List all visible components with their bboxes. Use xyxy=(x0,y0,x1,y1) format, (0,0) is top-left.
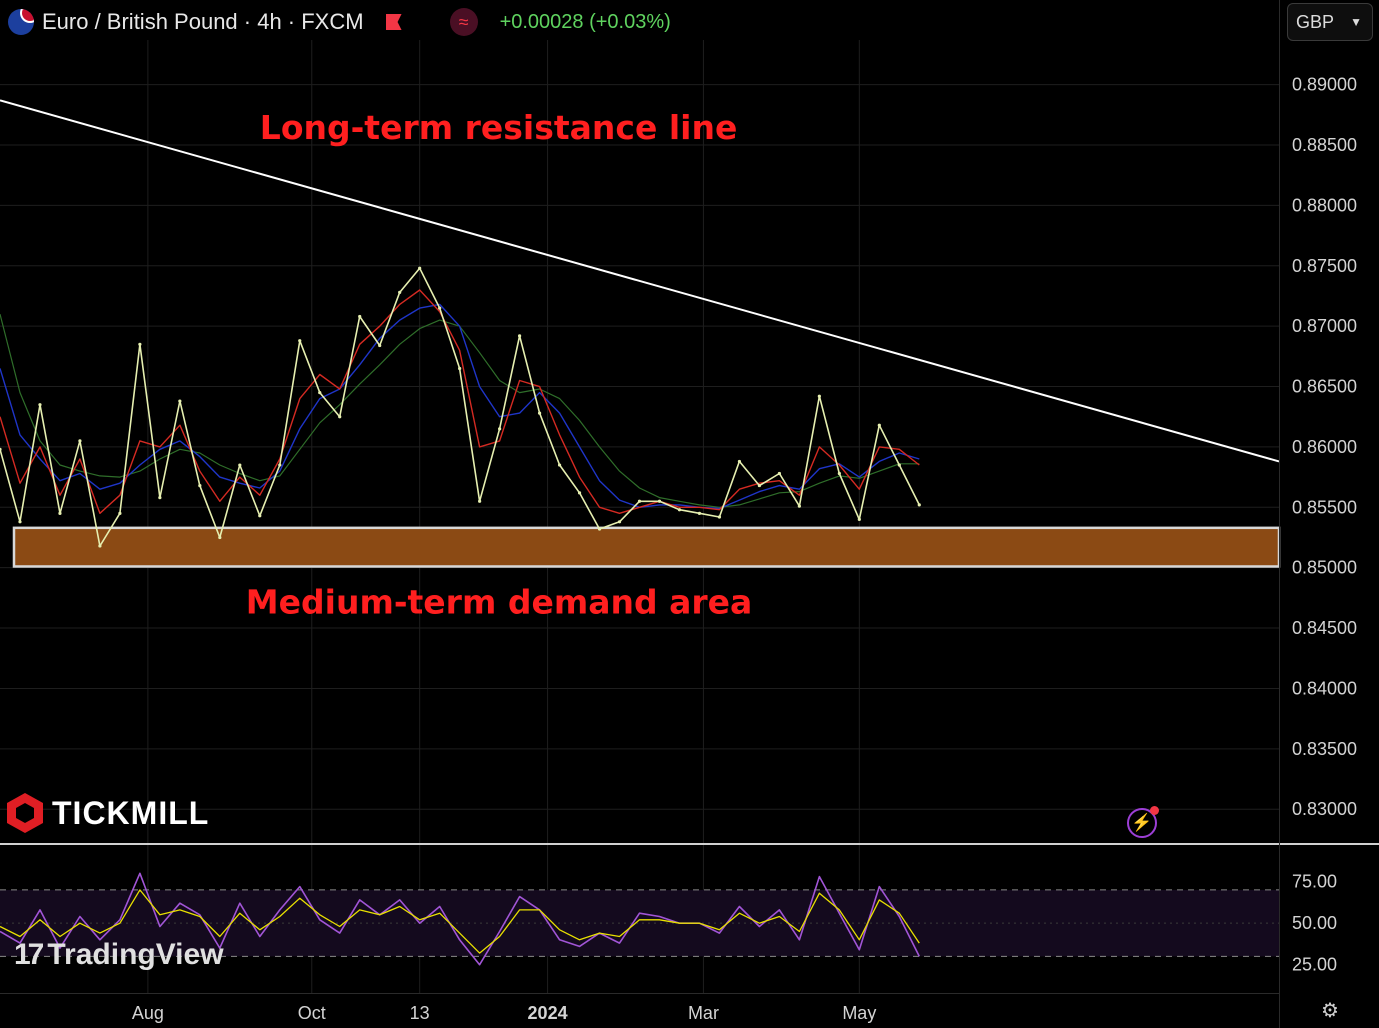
price-point xyxy=(178,399,182,403)
price-point xyxy=(398,290,402,294)
price-point xyxy=(438,306,442,310)
price-point xyxy=(757,483,762,488)
price-point xyxy=(58,511,62,515)
broker-name: TICKMILL xyxy=(52,794,210,831)
price-point xyxy=(517,334,522,338)
price-point xyxy=(358,314,362,319)
price-point xyxy=(637,499,642,503)
demand-zone xyxy=(12,526,1281,568)
price-point xyxy=(737,459,742,464)
price-point xyxy=(697,511,702,515)
price-tick-label: 0.85000 xyxy=(1292,558,1357,578)
price-tick-label: 0.88500 xyxy=(1292,135,1357,155)
price-point xyxy=(78,439,82,443)
rsi-tick-label: 25.00 xyxy=(1292,955,1337,975)
price-point xyxy=(18,520,22,524)
price-point xyxy=(338,415,342,419)
time-tick-label: Mar xyxy=(688,1003,719,1023)
price-tick-label: 0.88000 xyxy=(1292,195,1357,215)
series-moving-average-fast xyxy=(0,289,920,514)
rsi-band-fill xyxy=(0,889,1279,957)
price-tick-label: 0.84500 xyxy=(1292,618,1357,638)
price-point xyxy=(537,411,542,415)
price-point xyxy=(717,515,722,519)
tickmill-logo-icon xyxy=(7,793,43,833)
wave-icon[interactable]: ≈ xyxy=(449,8,478,36)
time-tick-label: May xyxy=(842,1003,876,1023)
price-point xyxy=(198,483,202,488)
price-change: +0.00028 (+0.03%) xyxy=(499,10,671,33)
demand-label: Medium-term demand area xyxy=(246,583,753,622)
broker-logo: TICKMILL xyxy=(6,792,209,834)
eu-uk-flag-icon xyxy=(8,9,34,35)
price-point xyxy=(258,514,262,518)
rsi-tick-label: 75.00 xyxy=(1292,872,1337,892)
price-point xyxy=(557,463,562,467)
price-point xyxy=(318,390,322,395)
price-point xyxy=(597,527,602,531)
price-point xyxy=(138,342,142,346)
price-point xyxy=(817,394,821,398)
price-point xyxy=(478,499,482,503)
symbol-title[interactable]: Euro / British Pound · 4h · FXCM xyxy=(42,9,364,34)
time-tick-label: 13 xyxy=(410,1003,430,1023)
price-tick-label: 0.85500 xyxy=(1292,497,1357,517)
resistance-label: Long-term resistance line xyxy=(260,108,738,147)
price-point xyxy=(0,447,2,451)
price-point xyxy=(617,520,622,524)
time-tick-label: Oct xyxy=(298,1003,326,1023)
tradingview-logo: 17 TradingView xyxy=(14,938,224,972)
series-rsi-ma xyxy=(0,889,920,954)
gear-icon[interactable]: ⚙ xyxy=(1321,1000,1339,1022)
series-price xyxy=(0,267,921,547)
price-point xyxy=(797,504,801,508)
series-moving-average-slow xyxy=(0,313,920,508)
price-point xyxy=(238,463,242,467)
tradingview-mark-icon: 17 xyxy=(14,938,44,971)
series-moving-average-mid xyxy=(0,303,920,510)
price-point xyxy=(218,535,222,540)
chevron-down-icon: ▼ xyxy=(1350,15,1362,29)
price-point xyxy=(158,496,162,500)
price-point xyxy=(657,499,662,503)
price-point xyxy=(577,491,582,495)
rsi-tick-label: 50.00 xyxy=(1292,913,1337,933)
price-tick-label: 0.87000 xyxy=(1292,316,1357,336)
price-tick-label: 0.86500 xyxy=(1292,377,1357,397)
price-point xyxy=(877,423,881,427)
price-point xyxy=(378,343,382,348)
price-point xyxy=(857,517,861,521)
currency-select[interactable]: GBP ▼ xyxy=(1287,3,1373,41)
price-tick-label: 0.84000 xyxy=(1292,678,1357,698)
red-flag-icon[interactable] xyxy=(385,14,402,30)
price-point xyxy=(837,471,841,476)
time-tick-label: 2024 xyxy=(528,1003,568,1023)
price-point xyxy=(418,266,422,270)
price-point xyxy=(777,471,781,476)
price-point xyxy=(118,511,122,515)
price-point xyxy=(498,427,502,431)
price-point xyxy=(917,503,921,507)
platform-name: TradingView xyxy=(47,938,224,971)
price-point xyxy=(298,339,302,343)
time-tick-label: Aug xyxy=(132,1003,164,1023)
price-tick-label: 0.83500 xyxy=(1292,739,1357,759)
price-point xyxy=(98,544,102,548)
price-tick-label: 0.87500 xyxy=(1292,256,1357,276)
price-point xyxy=(677,508,682,512)
price-point xyxy=(38,403,42,407)
resistance-line xyxy=(0,99,1280,463)
price-tick-label: 0.89000 xyxy=(1292,75,1357,95)
price-point xyxy=(458,366,462,371)
currency-label: GBP xyxy=(1296,11,1335,32)
chart-header: Euro / British Pound · 4h · FXCM ≈ +0.00… xyxy=(8,6,671,38)
price-tick-label: 0.86000 xyxy=(1292,437,1357,457)
price-point xyxy=(897,463,901,467)
price-tick-label: 0.83000 xyxy=(1292,799,1357,819)
lightning-icon[interactable]: ⚡ xyxy=(1127,806,1159,838)
price-point xyxy=(278,463,282,467)
